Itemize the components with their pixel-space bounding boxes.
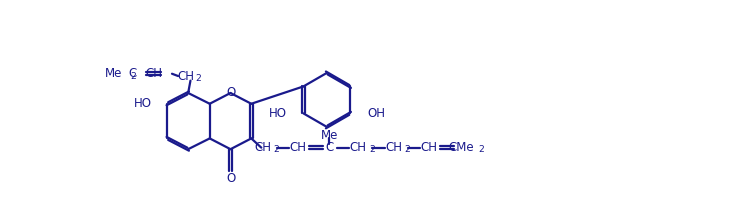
Text: CH: CH [146, 67, 163, 80]
Text: HO: HO [268, 107, 286, 120]
Text: OH: OH [367, 107, 385, 120]
Text: 2: 2 [478, 145, 484, 155]
Text: CH: CH [255, 141, 271, 154]
Text: CH: CH [177, 70, 195, 83]
Text: O: O [226, 172, 235, 185]
Text: CH: CH [421, 141, 438, 154]
Text: 2: 2 [273, 145, 279, 155]
Text: CMe: CMe [448, 141, 475, 154]
Text: Me: Me [105, 67, 122, 80]
Text: 2: 2 [405, 145, 410, 155]
Text: O: O [226, 87, 235, 99]
Text: 2: 2 [131, 72, 136, 81]
Text: Me: Me [321, 129, 338, 142]
Text: 2: 2 [195, 74, 201, 83]
Text: CH: CH [385, 141, 403, 154]
Text: 2: 2 [369, 145, 375, 155]
Text: C: C [128, 67, 137, 80]
Text: CH: CH [290, 141, 306, 154]
Text: CH: CH [350, 141, 366, 154]
Text: C: C [325, 141, 333, 154]
Text: HO: HO [134, 97, 152, 110]
